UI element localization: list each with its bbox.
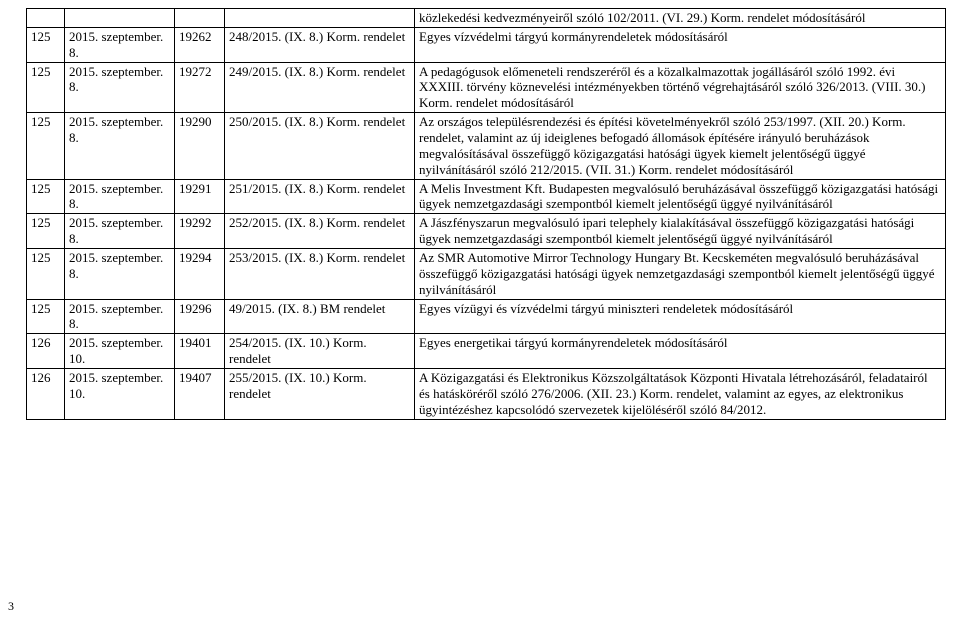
page-ref-cell: 19262	[175, 27, 225, 62]
issue-number-cell: 126	[27, 334, 65, 369]
decree-ref-cell: 249/2015. (IX. 8.) Korm. rendelet	[225, 62, 415, 113]
decree-ref-cell	[225, 9, 415, 28]
decree-ref-cell: 251/2015. (IX. 8.) Korm. rendelet	[225, 179, 415, 214]
date-cell: 2015. szeptember. 8.	[65, 179, 175, 214]
title-cell: Az SMR Automotive Mirror Technology Hung…	[415, 249, 946, 300]
decree-table: közlekedési kedvezményeiről szóló 102/20…	[26, 8, 946, 420]
table-row: 1252015. szeptember. 8.19290250/2015. (I…	[27, 113, 946, 179]
page-ref-cell: 19290	[175, 113, 225, 179]
decree-ref-cell: 248/2015. (IX. 8.) Korm. rendelet	[225, 27, 415, 62]
table-row: közlekedési kedvezményeiről szóló 102/20…	[27, 9, 946, 28]
title-cell: Egyes vízügyi és vízvédelmi tárgyú minis…	[415, 299, 946, 334]
title-cell: Egyes energetikai tárgyú kormányrendelet…	[415, 334, 946, 369]
page-ref-cell: 19292	[175, 214, 225, 249]
decree-ref-cell: 255/2015. (IX. 10.) Korm. rendelet	[225, 369, 415, 420]
issue-number-cell	[27, 9, 65, 28]
issue-number-cell: 125	[27, 214, 65, 249]
table-row: 1252015. szeptember. 8.19272249/2015. (I…	[27, 62, 946, 113]
decree-ref-cell: 49/2015. (IX. 8.) BM rendelet	[225, 299, 415, 334]
title-cell: Az országos településrendezési és építés…	[415, 113, 946, 179]
title-cell: A Melis Investment Kft. Budapesten megva…	[415, 179, 946, 214]
title-cell: A Közigazgatási és Elektronikus Közszolg…	[415, 369, 946, 420]
page-ref-cell: 19272	[175, 62, 225, 113]
page: közlekedési kedvezményeiről szóló 102/20…	[0, 0, 960, 620]
date-cell: 2015. szeptember. 8.	[65, 299, 175, 334]
date-cell: 2015. szeptember. 8.	[65, 27, 175, 62]
page-ref-cell: 19294	[175, 249, 225, 300]
decree-ref-cell: 252/2015. (IX. 8.) Korm. rendelet	[225, 214, 415, 249]
table-row: 1252015. szeptember. 8.19292252/2015. (I…	[27, 214, 946, 249]
table-row: 1252015. szeptember. 8.19291251/2015. (I…	[27, 179, 946, 214]
page-ref-cell: 19407	[175, 369, 225, 420]
date-cell: 2015. szeptember. 8.	[65, 113, 175, 179]
issue-number-cell: 125	[27, 62, 65, 113]
table-row: 1252015. szeptember. 8.19294253/2015. (I…	[27, 249, 946, 300]
title-cell: közlekedési kedvezményeiről szóló 102/20…	[415, 9, 946, 28]
issue-number-cell: 125	[27, 249, 65, 300]
date-cell: 2015. szeptember. 8.	[65, 214, 175, 249]
issue-number-cell: 125	[27, 27, 65, 62]
issue-number-cell: 125	[27, 113, 65, 179]
issue-number-cell: 125	[27, 299, 65, 334]
issue-number-cell: 125	[27, 179, 65, 214]
page-ref-cell	[175, 9, 225, 28]
title-cell: A Jászfényszarun megvalósuló ipari telep…	[415, 214, 946, 249]
table-row: 1262015. szeptember. 10.19401254/2015. (…	[27, 334, 946, 369]
table-row: 1262015. szeptember. 10.19407255/2015. (…	[27, 369, 946, 420]
decree-ref-cell: 250/2015. (IX. 8.) Korm. rendelet	[225, 113, 415, 179]
date-cell: 2015. szeptember. 10.	[65, 369, 175, 420]
page-ref-cell: 19291	[175, 179, 225, 214]
page-ref-cell: 19296	[175, 299, 225, 334]
issue-number-cell: 126	[27, 369, 65, 420]
date-cell: 2015. szeptember. 8.	[65, 62, 175, 113]
page-number: 3	[8, 599, 14, 614]
decree-ref-cell: 254/2015. (IX. 10.) Korm. rendelet	[225, 334, 415, 369]
title-cell: A pedagógusok előmeneteli rendszeréről é…	[415, 62, 946, 113]
table-row: 1252015. szeptember. 8.1929649/2015. (IX…	[27, 299, 946, 334]
date-cell: 2015. szeptember. 10.	[65, 334, 175, 369]
date-cell	[65, 9, 175, 28]
title-cell: Egyes vízvédelmi tárgyú kormányrendelete…	[415, 27, 946, 62]
table-row: 1252015. szeptember. 8.19262248/2015. (I…	[27, 27, 946, 62]
page-ref-cell: 19401	[175, 334, 225, 369]
decree-ref-cell: 253/2015. (IX. 8.) Korm. rendelet	[225, 249, 415, 300]
date-cell: 2015. szeptember. 8.	[65, 249, 175, 300]
